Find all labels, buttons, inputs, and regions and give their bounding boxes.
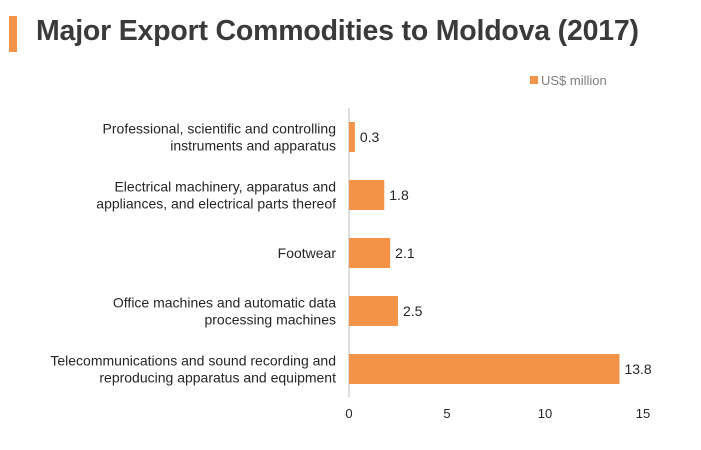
category-label-line: Footwear (278, 245, 337, 261)
x-tick-label: 15 (636, 406, 650, 421)
category-label-line: appliances, and electrical parts thereof (96, 196, 336, 212)
data-label: 2.1 (395, 245, 415, 261)
category-label: Professional, scientific and controlling… (103, 121, 336, 154)
bar (349, 354, 620, 384)
category-label: Footwear (278, 245, 337, 261)
category-label-line: Electrical machinery, apparatus and (114, 179, 336, 195)
category-label-line: instruments and apparatus (170, 138, 336, 154)
title-accent-bar (9, 16, 17, 52)
category-label-line: Telecommunications and sound recording a… (50, 353, 336, 369)
category-label-line: Professional, scientific and controlling (103, 121, 336, 137)
bar (349, 238, 391, 268)
bar (349, 296, 398, 326)
legend: US$ million (530, 73, 607, 88)
bar (349, 180, 385, 210)
data-label: 13.8 (624, 361, 651, 377)
category-label-line: reproducing apparatus and equipment (99, 370, 336, 386)
chart-title: Major Export Commodities to Moldova (201… (36, 15, 639, 47)
x-tick-label: 0 (345, 406, 352, 421)
bar (349, 122, 355, 152)
category-label: Telecommunications and sound recording a… (50, 353, 336, 386)
category-label: Electrical machinery, apparatus and appli… (96, 179, 336, 212)
category-label: Office machines and automatic data proces… (113, 295, 336, 328)
category-label-line: Office machines and automatic data (113, 295, 336, 311)
category-label-line: processing machines (204, 312, 336, 328)
data-label: 2.5 (403, 303, 423, 319)
data-label: 0.3 (360, 129, 380, 145)
legend-swatch (530, 76, 538, 84)
x-tick-label: 5 (443, 406, 450, 421)
x-tick-label: 10 (538, 406, 552, 421)
data-label: 1.8 (389, 187, 409, 203)
legend-label: US$ million (541, 73, 607, 88)
